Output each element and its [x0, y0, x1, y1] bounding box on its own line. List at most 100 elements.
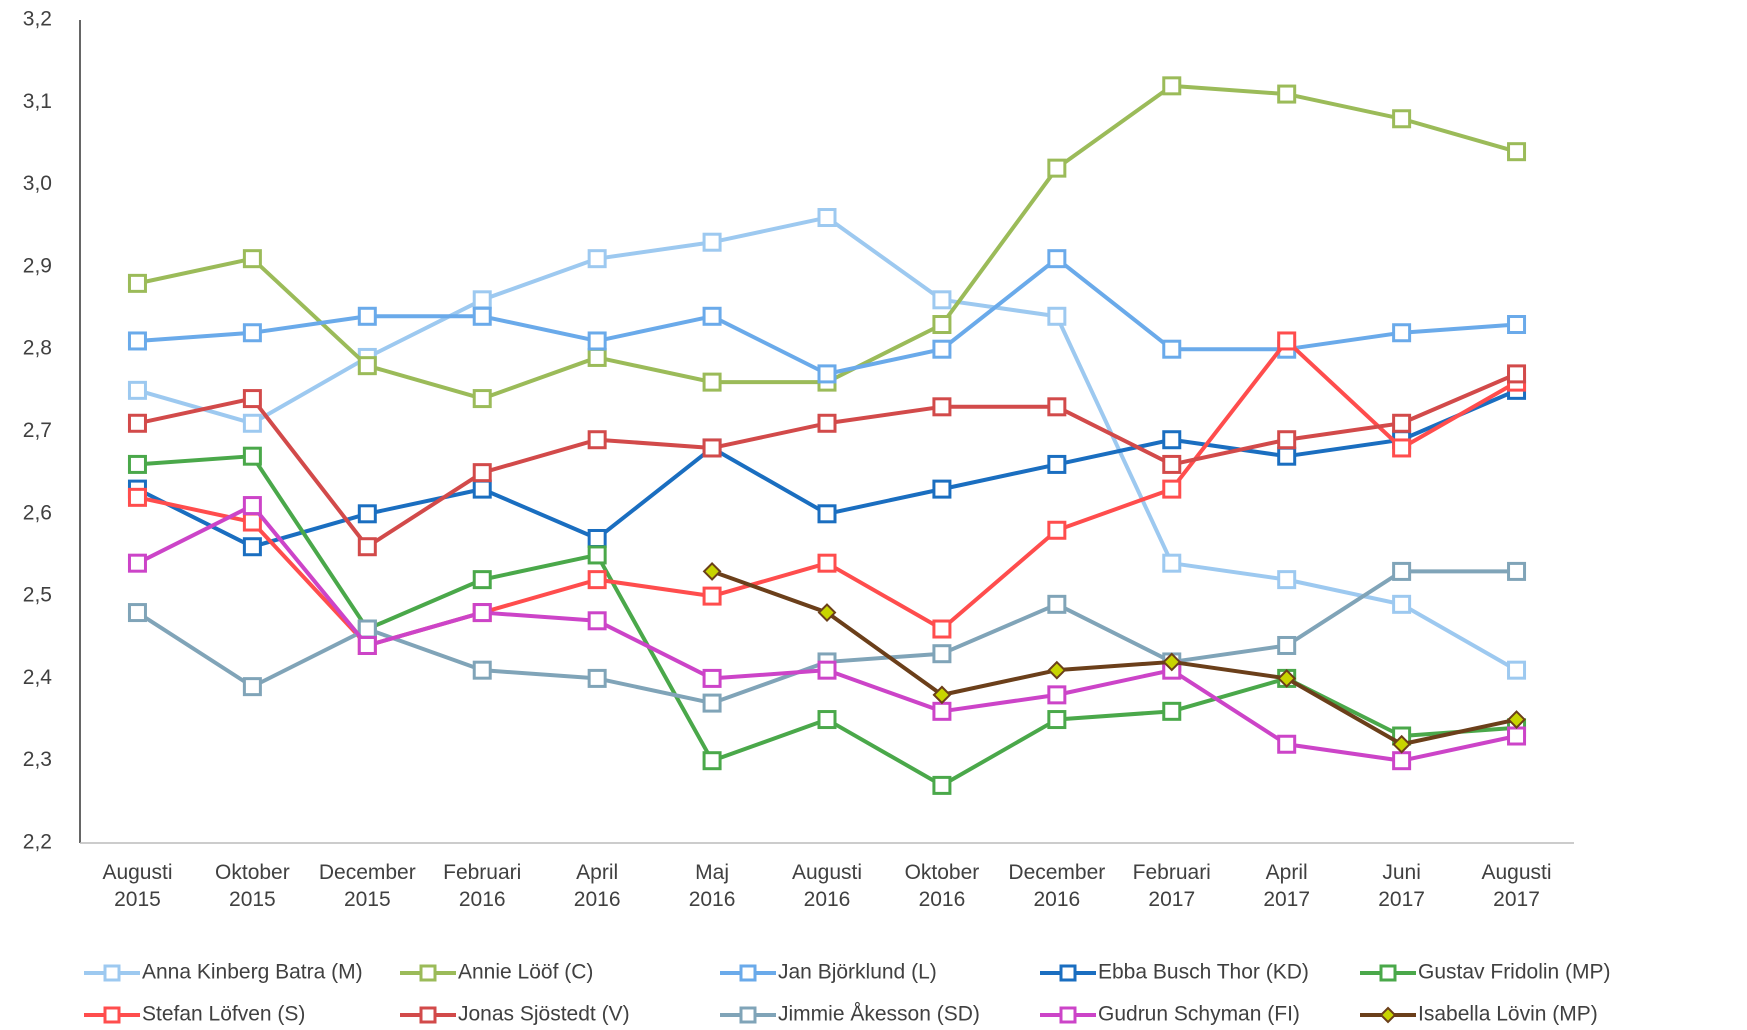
x-tick-label: April 2017	[1263, 861, 1310, 911]
point	[702, 232, 722, 252]
series-line	[711, 569, 1517, 747]
point	[1162, 454, 1182, 474]
legend-label: Gudrun Schyman (FI)	[1098, 1003, 1300, 1026]
point	[1047, 594, 1067, 614]
y-tick-label: 2,8	[23, 337, 52, 360]
legend-label: Jimmie Åkesson (SD)	[778, 1003, 980, 1026]
point	[1507, 660, 1527, 680]
point	[587, 331, 607, 351]
y-tick-label: 2,4	[23, 666, 53, 689]
point	[702, 693, 722, 713]
series	[127, 249, 1527, 384]
legend-label: Ebba Busch Thor (KD)	[1098, 961, 1309, 984]
point	[587, 668, 607, 688]
point	[1277, 446, 1297, 466]
point	[702, 586, 722, 606]
point	[702, 561, 722, 581]
point	[1392, 561, 1412, 581]
series-line	[137, 83, 1518, 401]
point	[242, 413, 262, 433]
point	[932, 644, 952, 664]
legend-label: Anna Kinberg Batra (M)	[142, 961, 363, 984]
point	[587, 545, 607, 565]
x-tick-label: Oktober 2016	[905, 861, 980, 911]
point	[1507, 142, 1527, 162]
point	[127, 273, 147, 293]
point	[472, 389, 492, 409]
point	[1392, 413, 1412, 433]
series-line	[136, 215, 1518, 672]
point	[472, 570, 492, 590]
point	[1162, 553, 1182, 573]
point	[1392, 109, 1412, 129]
legend-marker	[419, 1006, 437, 1024]
point	[357, 356, 377, 376]
point	[702, 438, 722, 458]
x-tick-label: Augusti 2015	[102, 861, 172, 911]
point	[1507, 726, 1527, 746]
point	[472, 463, 492, 483]
point	[1047, 249, 1067, 269]
point	[242, 512, 262, 532]
point	[932, 479, 952, 499]
point	[1162, 479, 1182, 499]
point	[127, 380, 147, 400]
y-tick-label: 2,2	[23, 831, 52, 854]
point	[127, 603, 147, 623]
legend-label: Jan Björklund (L)	[778, 961, 937, 984]
point	[587, 570, 607, 590]
point	[357, 504, 377, 524]
point	[1392, 323, 1412, 343]
series	[702, 561, 1526, 754]
point	[127, 553, 147, 573]
point	[242, 446, 262, 466]
x-tick-label: December 2016	[1008, 861, 1105, 911]
legend-marker	[419, 964, 437, 982]
point	[1392, 734, 1412, 754]
y-tick-label: 2,7	[23, 419, 52, 442]
point	[357, 306, 377, 326]
legend-label: Gustav Fridolin (MP)	[1418, 961, 1611, 984]
point	[242, 249, 262, 269]
point	[1047, 660, 1067, 680]
point	[1047, 158, 1067, 178]
point	[932, 619, 952, 639]
point	[1277, 570, 1297, 590]
point	[587, 611, 607, 631]
point	[242, 537, 262, 557]
point	[1047, 710, 1067, 730]
y-tick-label: 3,2	[23, 8, 52, 31]
series	[127, 380, 1527, 557]
point	[932, 775, 952, 795]
point	[702, 372, 722, 392]
point	[1277, 84, 1297, 104]
point	[1047, 397, 1067, 417]
legend-marker	[103, 1006, 121, 1024]
series	[127, 76, 1527, 409]
series	[127, 364, 1527, 557]
point	[242, 323, 262, 343]
point	[817, 660, 837, 680]
point	[1392, 751, 1412, 771]
point	[472, 306, 492, 326]
legend-marker	[739, 1006, 757, 1024]
point	[817, 364, 837, 384]
point	[587, 528, 607, 548]
series	[127, 496, 1527, 771]
point	[1047, 306, 1067, 326]
y-tick-label: 2,9	[23, 254, 52, 277]
legend-marker	[103, 964, 121, 982]
point	[472, 660, 492, 680]
point	[242, 677, 262, 697]
point	[1507, 561, 1527, 581]
point	[472, 603, 492, 623]
point	[1507, 710, 1526, 729]
point	[1277, 635, 1297, 655]
point	[1277, 331, 1297, 351]
point	[817, 553, 837, 573]
point	[817, 603, 837, 622]
x-tick-label: April 2016	[574, 861, 621, 911]
x-tick-label: Februari 2017	[1133, 861, 1211, 911]
point	[242, 496, 262, 516]
